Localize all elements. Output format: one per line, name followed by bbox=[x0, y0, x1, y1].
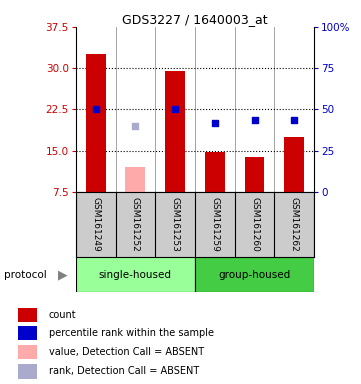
Point bbox=[212, 120, 218, 126]
Bar bbox=[205, 152, 225, 192]
Point bbox=[93, 106, 99, 113]
Text: GSM161253: GSM161253 bbox=[171, 197, 179, 252]
Text: group-housed: group-housed bbox=[218, 270, 291, 280]
Text: ▶: ▶ bbox=[58, 268, 68, 281]
Text: GSM161259: GSM161259 bbox=[210, 197, 219, 252]
Point bbox=[172, 106, 178, 113]
Bar bbox=[195, 257, 314, 292]
Point bbox=[132, 123, 138, 129]
Bar bbox=[18, 345, 37, 359]
Text: GSM161260: GSM161260 bbox=[250, 197, 259, 252]
Bar bbox=[126, 167, 145, 192]
Bar bbox=[18, 364, 37, 379]
Text: GDS3227 / 1640003_at: GDS3227 / 1640003_at bbox=[122, 13, 268, 26]
Bar bbox=[165, 71, 185, 192]
Bar bbox=[18, 326, 37, 341]
Bar bbox=[284, 137, 304, 192]
Text: single-housed: single-housed bbox=[99, 270, 172, 280]
Bar bbox=[245, 157, 265, 192]
Text: GSM161249: GSM161249 bbox=[91, 197, 100, 252]
Text: GSM161262: GSM161262 bbox=[290, 197, 299, 252]
Text: percentile rank within the sample: percentile rank within the sample bbox=[49, 328, 214, 338]
Bar bbox=[18, 308, 37, 322]
Text: rank, Detection Call = ABSENT: rank, Detection Call = ABSENT bbox=[49, 366, 199, 376]
Bar bbox=[86, 55, 106, 192]
Point bbox=[252, 118, 257, 124]
Text: GSM161252: GSM161252 bbox=[131, 197, 140, 252]
Bar bbox=[76, 257, 195, 292]
Text: protocol: protocol bbox=[4, 270, 46, 280]
Text: value, Detection Call = ABSENT: value, Detection Call = ABSENT bbox=[49, 347, 204, 357]
Text: count: count bbox=[49, 310, 77, 320]
Point bbox=[291, 118, 297, 124]
